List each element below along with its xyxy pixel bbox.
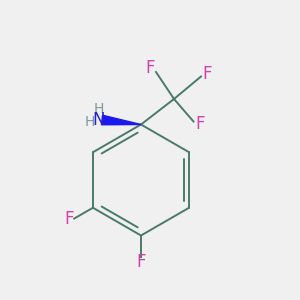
Text: H: H bbox=[85, 115, 95, 128]
Text: H: H bbox=[94, 102, 104, 116]
Text: F: F bbox=[136, 253, 146, 271]
Text: F: F bbox=[65, 209, 74, 227]
Text: F: F bbox=[195, 115, 205, 133]
Text: F: F bbox=[146, 59, 155, 77]
Text: F: F bbox=[203, 65, 212, 83]
Text: N: N bbox=[92, 111, 105, 129]
Polygon shape bbox=[101, 115, 141, 125]
